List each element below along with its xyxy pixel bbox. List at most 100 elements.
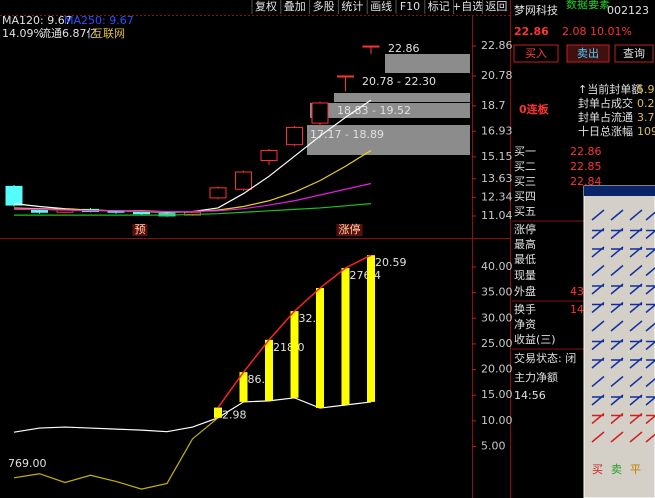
tool-icon[interactable] xyxy=(610,357,624,369)
toolbar-button[interactable]: +自选 xyxy=(452,0,483,13)
tool-icon[interactable] xyxy=(591,412,605,425)
toolbar-button[interactable]: 统计 xyxy=(341,0,363,13)
button-label[interactable]: 买入 xyxy=(525,47,547,60)
candle-body xyxy=(260,149,278,162)
bar xyxy=(341,268,350,405)
tool-icon[interactable] xyxy=(629,394,643,406)
query-button[interactable] xyxy=(614,44,654,63)
y-tick-label: 5.00 xyxy=(481,440,506,453)
tool-icon[interactable] xyxy=(610,320,624,332)
y-tick-label: 22.86 xyxy=(481,39,513,52)
tool-icon[interactable] xyxy=(591,301,605,314)
tool-icon[interactable] xyxy=(591,338,605,351)
tool-icon[interactable] xyxy=(629,283,643,295)
book-label: 买一 xyxy=(514,145,536,158)
tool-icon[interactable] xyxy=(645,210,655,221)
tool-icon[interactable] xyxy=(610,227,624,240)
y-tick-label: 15.00 xyxy=(481,388,513,401)
tool-icon[interactable] xyxy=(645,432,655,443)
sell-button[interactable] xyxy=(566,44,610,63)
indicator-line xyxy=(13,397,372,433)
toolbar-button[interactable]: 复权 xyxy=(255,0,277,13)
marker-box xyxy=(132,224,148,236)
toolbar-button[interactable]: F10 xyxy=(400,0,420,13)
tool-icon[interactable] xyxy=(645,321,655,332)
book-label: 最高 xyxy=(514,237,536,251)
tool-icon[interactable] xyxy=(629,375,643,388)
button-label[interactable]: 查询 xyxy=(623,46,645,60)
tool-icon[interactable] xyxy=(645,229,655,240)
tool-icon[interactable] xyxy=(610,431,624,443)
tool-icon[interactable] xyxy=(629,338,643,351)
tool-icon[interactable] xyxy=(629,246,643,258)
y-tick-label: 18.7 xyxy=(481,99,506,112)
tool-icon[interactable] xyxy=(645,414,655,425)
change: 2.08 xyxy=(562,25,587,38)
tool-icon[interactable] xyxy=(645,340,655,351)
tool-icon[interactable] xyxy=(610,338,624,351)
tool-icon[interactable] xyxy=(645,247,655,258)
float: 流通6.87亿 xyxy=(40,26,98,40)
book-label: 涨停 xyxy=(514,222,536,236)
tool-icon[interactable] xyxy=(629,209,643,221)
tool-icon[interactable] xyxy=(610,301,624,314)
book-label: 主力净额 xyxy=(514,370,558,384)
tool-icon[interactable] xyxy=(610,246,624,258)
button-label[interactable]: 卖出 xyxy=(577,46,599,60)
drawing-palette: 买卖平 xyxy=(583,185,655,498)
tool-icon[interactable] xyxy=(591,283,605,295)
seal-label: 封单占成交 xyxy=(578,96,633,110)
tool-icon[interactable] xyxy=(629,431,643,443)
tool-icon[interactable] xyxy=(629,264,643,277)
lower-label: 769.00 xyxy=(8,457,47,470)
tool-icon[interactable] xyxy=(629,301,643,314)
tool-icon[interactable] xyxy=(591,227,605,240)
tool-icon[interactable] xyxy=(629,357,643,369)
toolbar-button[interactable]: 返回 xyxy=(485,0,507,13)
tool-icon[interactable] xyxy=(591,375,605,388)
tool-label[interactable]: 买 xyxy=(592,463,603,476)
tool-icon[interactable] xyxy=(591,320,605,332)
tool-icon[interactable] xyxy=(645,284,655,295)
tool-icon[interactable] xyxy=(610,412,624,425)
y-tick-label: 13.63 xyxy=(481,172,513,185)
tool-icon[interactable] xyxy=(591,357,605,369)
tool-icon[interactable] xyxy=(591,246,605,258)
sector: 互联网 xyxy=(92,27,125,40)
candle-body xyxy=(133,211,150,215)
tool-icon[interactable] xyxy=(610,283,624,295)
seal-value: 109 xyxy=(637,125,655,138)
tool-icon[interactable] xyxy=(645,358,655,369)
toolbar-button[interactable]: 标记 xyxy=(428,0,450,13)
buy-button[interactable] xyxy=(513,44,559,63)
tool-icon[interactable] xyxy=(629,227,643,240)
tool-icon[interactable] xyxy=(610,264,624,277)
tool-icon[interactable] xyxy=(610,394,624,406)
tool-icon[interactable] xyxy=(645,377,655,388)
tool-icon[interactable] xyxy=(591,394,605,406)
book-value: 22.85 xyxy=(570,160,602,173)
toolbar-button[interactable]: 多股 xyxy=(313,0,335,13)
tool-icon[interactable] xyxy=(645,395,655,406)
tool-icon[interactable] xyxy=(610,375,624,388)
candle-body xyxy=(311,102,329,124)
toolbar-button[interactable]: 画线 xyxy=(370,0,392,13)
tool-icon[interactable] xyxy=(610,209,624,221)
book-label: 净资 xyxy=(514,317,536,331)
tool-icon[interactable] xyxy=(629,320,643,332)
book-label: 现量 xyxy=(514,269,536,282)
candle-body xyxy=(209,187,227,199)
tool-icon[interactable] xyxy=(591,264,605,277)
bar-label: 218.0 xyxy=(273,341,305,354)
tool-icon[interactable] xyxy=(645,266,655,277)
tool-label[interactable]: 平 xyxy=(630,463,641,476)
toolbar-button[interactable]: 叠加 xyxy=(284,0,306,13)
candle-body xyxy=(286,126,303,146)
tool-icon[interactable] xyxy=(591,209,605,221)
tool-icon[interactable] xyxy=(591,431,605,443)
tool-label[interactable]: 卖 xyxy=(611,463,622,476)
book-value: 22.84 xyxy=(570,175,602,188)
tool-icon[interactable] xyxy=(629,412,643,425)
tool-icon[interactable] xyxy=(645,303,655,314)
